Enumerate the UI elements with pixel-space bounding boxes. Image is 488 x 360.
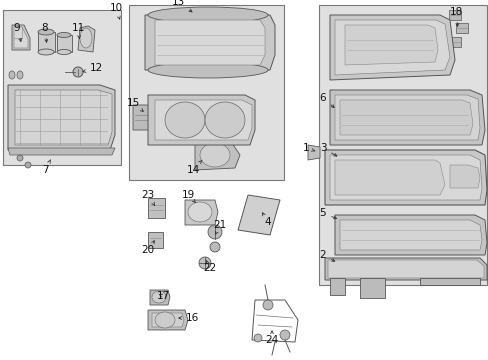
Text: 5: 5 (319, 208, 336, 219)
Ellipse shape (155, 312, 175, 328)
Polygon shape (334, 160, 444, 195)
Polygon shape (148, 95, 254, 145)
Polygon shape (152, 313, 183, 327)
Polygon shape (150, 290, 170, 305)
Text: 7: 7 (41, 160, 50, 175)
Ellipse shape (209, 242, 220, 252)
Polygon shape (14, 27, 28, 48)
Text: 16: 16 (179, 313, 198, 323)
Polygon shape (455, 23, 467, 33)
Polygon shape (329, 90, 484, 145)
Polygon shape (148, 198, 164, 218)
Ellipse shape (57, 49, 71, 54)
Polygon shape (448, 10, 460, 20)
Text: 22: 22 (203, 260, 216, 273)
Ellipse shape (253, 334, 262, 342)
Ellipse shape (199, 257, 210, 269)
Ellipse shape (187, 202, 212, 222)
Ellipse shape (204, 102, 244, 138)
Polygon shape (334, 215, 486, 255)
Polygon shape (155, 100, 251, 140)
Polygon shape (334, 95, 479, 140)
Text: 24: 24 (265, 331, 278, 345)
Bar (3, 10, 121, 165)
Ellipse shape (38, 29, 54, 35)
Text: 15: 15 (126, 98, 143, 111)
Polygon shape (339, 220, 481, 250)
Text: 20: 20 (141, 241, 154, 255)
Ellipse shape (207, 225, 222, 239)
Polygon shape (327, 260, 483, 278)
Text: 14: 14 (186, 160, 202, 175)
Ellipse shape (280, 330, 289, 340)
Polygon shape (148, 310, 187, 330)
Ellipse shape (148, 62, 267, 78)
Ellipse shape (164, 102, 204, 138)
Text: 19: 19 (181, 190, 195, 203)
Polygon shape (78, 26, 95, 52)
Bar (318, 5, 486, 285)
Ellipse shape (200, 143, 229, 167)
Ellipse shape (17, 71, 23, 79)
Ellipse shape (25, 162, 31, 168)
Text: 13: 13 (171, 0, 192, 12)
Polygon shape (419, 278, 479, 285)
Polygon shape (307, 145, 319, 160)
Ellipse shape (263, 300, 272, 310)
Polygon shape (325, 258, 486, 280)
Ellipse shape (152, 291, 165, 303)
Polygon shape (8, 85, 115, 150)
Polygon shape (329, 15, 454, 80)
Polygon shape (449, 165, 479, 188)
Polygon shape (15, 90, 112, 145)
Polygon shape (145, 15, 274, 70)
Ellipse shape (148, 7, 267, 23)
Polygon shape (329, 155, 481, 200)
Text: 23: 23 (141, 190, 154, 205)
Text: 18: 18 (448, 7, 462, 26)
Polygon shape (148, 232, 163, 248)
Text: 3: 3 (319, 143, 336, 156)
Text: 2: 2 (319, 250, 334, 261)
Polygon shape (38, 32, 55, 52)
Polygon shape (195, 140, 240, 170)
Polygon shape (359, 278, 384, 298)
Text: 10: 10 (109, 3, 122, 19)
Polygon shape (329, 278, 345, 295)
Ellipse shape (73, 67, 83, 77)
Polygon shape (345, 25, 437, 65)
Ellipse shape (17, 155, 23, 161)
Polygon shape (325, 150, 486, 205)
Polygon shape (339, 100, 472, 135)
Polygon shape (238, 195, 280, 235)
Text: 9: 9 (14, 23, 21, 41)
Ellipse shape (57, 32, 71, 37)
Text: 4: 4 (262, 213, 271, 227)
Ellipse shape (80, 28, 92, 48)
Polygon shape (155, 20, 264, 65)
Text: 11: 11 (71, 23, 84, 39)
Text: 17: 17 (156, 291, 169, 301)
Polygon shape (334, 20, 449, 75)
Ellipse shape (9, 71, 15, 79)
Bar (129, 5, 284, 180)
Text: 1: 1 (302, 143, 314, 153)
Polygon shape (57, 35, 72, 52)
Text: 21: 21 (213, 220, 226, 234)
Polygon shape (12, 25, 30, 50)
Polygon shape (184, 200, 218, 225)
Ellipse shape (38, 49, 54, 55)
Polygon shape (8, 148, 115, 155)
Text: 12: 12 (83, 63, 102, 73)
Text: 8: 8 (41, 23, 48, 42)
Polygon shape (133, 105, 158, 130)
Text: 6: 6 (319, 93, 333, 108)
Polygon shape (448, 37, 460, 47)
